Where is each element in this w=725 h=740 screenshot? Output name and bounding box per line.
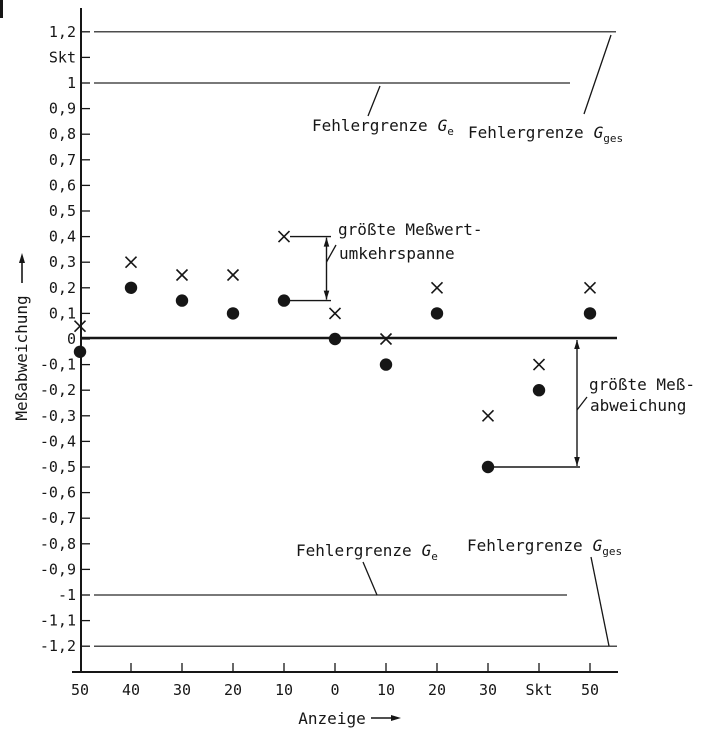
annotation-text: umkehrspanne [339,244,455,263]
x-axis-title: Anzeige [298,709,365,728]
limit-label-leader-line [590,556,610,647]
x-marker [430,281,444,294]
x-tick-label: 30 [479,681,497,699]
y-tick-label: -0,3 [40,407,76,425]
x-tick-label: 10 [275,681,293,699]
x-marker-stroke [124,256,138,269]
annotation-text: größte Meßwert- [338,220,483,239]
y-tick-label: -0,1 [40,356,76,374]
dimension-arrowhead [574,457,580,466]
limit-label-leader-line [367,85,381,117]
annotation-leader-line [576,396,588,411]
x-marker [175,268,189,282]
annotation-text: abweichung [590,396,686,415]
y-tick-label: 0,7 [49,151,76,169]
x-marker-stroke [175,268,189,282]
annotation-text: größte Meß- [589,375,695,394]
x-marker [226,268,240,282]
y-tick-label: -1 [58,586,76,604]
dot-marker [481,460,495,474]
x-marker-stroke [379,332,393,346]
y-tick-label: 0,4 [49,228,76,246]
x-marker-stroke [73,320,87,333]
x-marker-stroke [226,268,240,282]
y-tick-label: 0 [67,330,76,348]
limit-label-leader-line [583,34,612,115]
dot-marker [124,281,138,294]
y-tick-label: 1,2 [49,23,76,41]
y-tick-label: -0,4 [40,432,76,450]
x-tick-label: 10 [377,681,395,699]
x-tick-label: 40 [122,681,140,699]
y-tick-label: -0,7 [40,509,76,527]
x-marker-stroke [583,281,597,294]
y-tick-label: 0,9 [49,100,76,118]
y-tick-label: 0,8 [49,125,76,143]
x-marker-stroke [481,409,495,422]
x-marker-stroke [328,307,342,320]
x-marker [73,320,87,333]
x-tick-label: 20 [224,681,242,699]
y-tick-label: Skt [49,48,76,66]
y-tick-label: -0,9 [40,560,76,578]
x-marker [124,256,138,269]
dot-marker [226,307,240,320]
dot-marker [583,307,597,320]
y-tick-label: 0,2 [49,279,76,297]
dot-marker [175,294,189,307]
y-tick-label: 0,6 [49,176,76,194]
y-tick-label: -1,2 [40,637,76,655]
y-tick-label: 0,3 [49,253,76,271]
x-marker-stroke [430,281,444,294]
dimension-arrowhead [323,237,330,247]
y-tick-label: -0,8 [40,535,76,553]
y-axis-title: Meßabweichung [12,295,31,420]
x-marker-stroke [277,230,291,243]
x-tick-label: 30 [173,681,191,699]
limit-line-label: Fehlergrenze Ge [296,541,438,563]
x-axis-arrowhead [391,715,401,721]
x-marker [379,332,393,346]
y-axis-arrowhead [19,253,25,263]
dot-marker [73,345,87,358]
y-tick-label: -1,1 [40,612,76,630]
x-marker [481,409,495,422]
y-tick-label: -0,2 [40,381,76,399]
limit-line-label: Fehlergrenze Gges [467,536,622,558]
x-tick-label: 0 [330,681,339,699]
limit-line-label: Fehlergrenze Ge [312,116,454,138]
y-tick-label: -0,6 [40,484,76,502]
x-marker [328,307,342,320]
annotation-leader-line [325,244,337,263]
x-marker [277,230,291,243]
annotation-abweichung: größte Meß-abweichung [492,340,695,468]
dot-marker [328,332,342,346]
dot-marker [430,307,444,320]
x-tick-label: 50 [581,681,599,699]
x-marker [583,281,597,294]
y-tick-label: 1 [67,74,76,92]
limit-line-label: Fehlergrenze Gges [468,123,623,145]
x-marker [532,358,546,371]
x-tick-label: 50 [71,681,89,699]
y-tick-label: -0,5 [40,458,76,476]
x-tick-label: 20 [428,681,446,699]
limit-label-leader-line [362,561,378,596]
y-tick-label: 0,1 [49,304,76,322]
dot-marker [532,384,546,397]
x-tick-label: Skt [525,681,552,699]
y-tick-label: 0,5 [49,202,76,220]
dimension-arrowhead [574,340,580,349]
dot-marker [379,358,393,371]
dot-marker [277,294,291,307]
x-marker-stroke [532,358,546,371]
dimension-arrowhead [323,290,330,300]
annotation-umkehrspanne: größte Meßwert-umkehrspanne [287,220,483,302]
y-axis-title-group: Meßabweichung [12,253,31,421]
